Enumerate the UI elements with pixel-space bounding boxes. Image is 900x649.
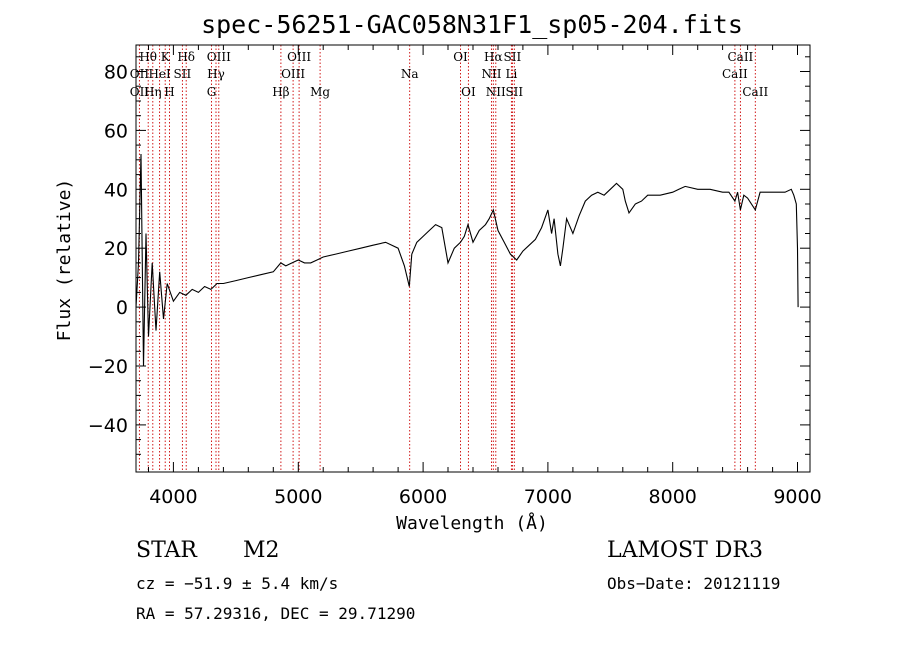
x-axis-label: Wavelength (Å): [396, 512, 548, 534]
y-tick-label: 20: [104, 238, 128, 260]
spectral-line-label: SII: [504, 50, 522, 64]
y-tick-label: 40: [104, 179, 128, 201]
chart-title: spec-56251-GAC058N31F1_sp05-204.fits: [201, 10, 743, 39]
object-subclass: M2: [243, 538, 280, 563]
survey-name: LAMOST DR3: [607, 538, 763, 563]
spectral-line-label: Hγ: [207, 67, 225, 81]
x-tick-label: 7000: [524, 486, 572, 508]
x-tick-label: 6000: [399, 486, 447, 508]
spectral-line-label: SII: [174, 67, 192, 81]
spectral-line-label: OII: [130, 85, 150, 99]
y-tick-label: −20: [88, 356, 128, 378]
spectral-line-label: CaII: [722, 67, 748, 81]
y-axis-label: Flux (relative): [54, 179, 75, 342]
x-axis: 4000 5000 6000 7000 8000 9000: [148, 45, 822, 508]
spectral-line-label: Hη: [144, 85, 162, 99]
spectral-line-label: CaII: [727, 50, 753, 64]
spectral-line-label: G: [207, 85, 217, 99]
spectral-line-label: CaII: [742, 85, 768, 99]
obs-date-text: Obs−Date: 20121119: [607, 574, 781, 593]
spectral-line-markers: [138, 45, 756, 472]
spectral-line-label: Na: [401, 67, 419, 81]
spectral-line-label: OIII: [281, 67, 305, 81]
x-tick-label: 5000: [274, 486, 322, 508]
spectral-line-label: Hα: [484, 50, 503, 64]
spectral-line-label: HeI: [148, 67, 171, 81]
x-tick-label: 8000: [649, 486, 697, 508]
spectral-line-label: OI: [453, 50, 468, 64]
spectral-line-label: OIII: [207, 50, 231, 64]
y-tick-label: 60: [104, 120, 128, 142]
spectral-line-label: SII: [505, 85, 523, 99]
x-tick-label: 9000: [773, 486, 821, 508]
redshift-text: cz = −51.9 ± 5.4 km/s: [136, 574, 339, 593]
object-class: STAR: [136, 538, 197, 563]
spectral-line-label: OII: [130, 67, 150, 81]
spectral-line-label: Mg: [310, 85, 330, 99]
spectrum-line: [135, 153, 799, 367]
spectral-line-label: OIII: [287, 50, 311, 64]
spectral-line-label: Hθ: [139, 50, 157, 64]
spectral-line-label: H: [164, 85, 174, 99]
spectral-line-label: Li: [505, 67, 517, 81]
x-tick-label: 4000: [149, 486, 197, 508]
coordinates-text: RA = 57.29316, DEC = 29.71290: [136, 604, 416, 623]
spectral-line-label: K: [161, 50, 171, 64]
y-tick-label: 0: [116, 297, 128, 319]
y-axis: −40 −20 0 20 40 60 80: [88, 56, 810, 455]
y-tick-label: −40: [88, 415, 128, 437]
plot-frame: [135, 44, 811, 473]
spectral-line-label: OI: [461, 85, 476, 99]
spectral-line-label: NII: [486, 85, 506, 99]
y-tick-label: 80: [104, 62, 128, 84]
spectral-line-label: NII: [482, 67, 502, 81]
spectral-line-label: Hδ: [177, 50, 195, 64]
spectral-line-label: Hβ: [272, 85, 289, 99]
